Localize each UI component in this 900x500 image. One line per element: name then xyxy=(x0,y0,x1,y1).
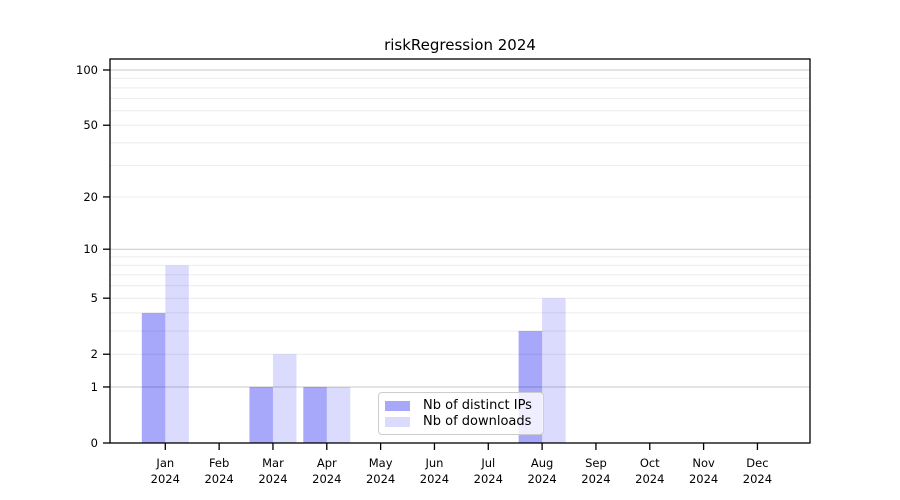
x-tick-label-month: May xyxy=(369,456,393,470)
legend: Nb of distinct IPs Nb of downloads xyxy=(378,392,544,435)
x-tick-label-month: Dec xyxy=(746,456,768,470)
x-tick-label-year: 2024 xyxy=(581,472,610,486)
y-tick-label: 5 xyxy=(91,291,98,305)
y-tick-label: 0 xyxy=(91,436,98,450)
bar-distinct-ips-apr xyxy=(303,386,327,443)
legend-swatch-downloads-icon xyxy=(385,416,410,427)
x-tick-label-month: Apr xyxy=(317,456,337,470)
x-tick-label-month: Oct xyxy=(640,456,660,470)
y-tick-label: 2 xyxy=(91,347,98,361)
legend-entry-distinct-ips: Nb of distinct IPs xyxy=(385,398,535,413)
x-tick-label-year: 2024 xyxy=(312,472,341,486)
x-tick-label-year: 2024 xyxy=(689,472,718,486)
legend-label-distinct-ips: Nb of distinct IPs xyxy=(423,398,532,413)
y-tick-label: 20 xyxy=(83,190,98,204)
bar-downloads-jan xyxy=(165,265,189,443)
bar-distinct-ips-mar xyxy=(249,386,273,443)
chart-title: riskRegression 2024 xyxy=(384,36,536,54)
x-tick-label-month: Jul xyxy=(480,456,495,470)
y-tick-label: 10 xyxy=(83,242,98,256)
x-tick-label-month: Jun xyxy=(424,456,443,470)
x-tick-label-month: Sep xyxy=(585,456,607,470)
x-tick-label-year: 2024 xyxy=(527,472,556,486)
x-tick-label-year: 2024 xyxy=(743,472,772,486)
x-tick-label-month: Jan xyxy=(155,456,174,470)
x-tick-label-month: Mar xyxy=(262,456,284,470)
y-tick-label: 100 xyxy=(76,63,98,77)
x-tick-label-month: Aug xyxy=(531,456,553,470)
x-tick-label-year: 2024 xyxy=(258,472,287,486)
bar-downloads-aug xyxy=(542,298,566,443)
x-tick-label-month: Feb xyxy=(209,456,229,470)
bar-downloads-mar xyxy=(272,354,297,443)
x-tick-label-year: 2024 xyxy=(474,472,503,486)
legend-swatch-distinct-ips-icon xyxy=(385,400,410,411)
bar-distinct-ips-jan xyxy=(141,312,166,443)
x-tick-label-month: Nov xyxy=(692,456,715,470)
x-tick-label-year: 2024 xyxy=(366,472,395,486)
axes-frame xyxy=(109,58,811,444)
y-tick-label: 1 xyxy=(91,380,98,394)
legend-entry-downloads: Nb of downloads xyxy=(385,414,535,429)
x-tick-label-year: 2024 xyxy=(420,472,449,486)
y-tick-label: 50 xyxy=(83,118,98,132)
legend-label-downloads: Nb of downloads xyxy=(423,414,532,429)
x-tick-label-year: 2024 xyxy=(635,472,664,486)
bar-downloads-apr xyxy=(326,386,351,443)
x-tick-label-year: 2024 xyxy=(151,472,180,486)
x-tick-label-year: 2024 xyxy=(204,472,233,486)
